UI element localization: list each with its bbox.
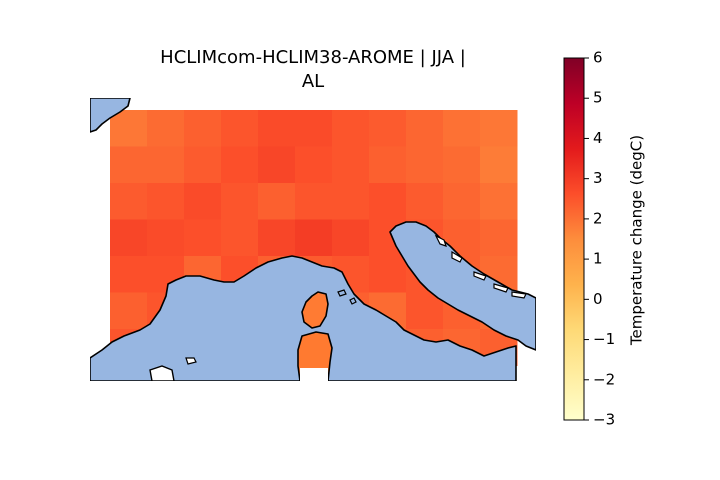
grid-cell xyxy=(369,146,407,184)
grid-cell xyxy=(406,110,444,147)
grid-cell xyxy=(221,110,259,147)
adriatic-sea xyxy=(389,221,536,351)
grid-cell xyxy=(221,146,259,184)
grid-cell xyxy=(332,219,370,257)
colorbar-tick-label: 2 xyxy=(593,209,603,227)
colorbar-tick-label: 4 xyxy=(593,129,603,147)
grid-cell xyxy=(110,256,148,293)
grid-cell xyxy=(332,110,370,147)
grid-cell xyxy=(258,219,296,257)
grid-cell xyxy=(369,183,407,220)
grid-cell xyxy=(110,219,148,257)
map-title-line-2: AL xyxy=(301,71,325,92)
grid-cell xyxy=(480,146,518,184)
grid-cell xyxy=(258,183,296,220)
colorbar-tick-label: 1 xyxy=(593,250,603,268)
colorbar-tick-label: −3 xyxy=(593,411,615,429)
grid-cell xyxy=(184,183,222,220)
grid-cell xyxy=(221,183,259,220)
grid-cell xyxy=(369,256,407,293)
colorbar-tick-label: 3 xyxy=(593,169,603,187)
grid-cell xyxy=(332,183,370,220)
grid-cell xyxy=(443,110,481,147)
map-no-data-gap xyxy=(300,368,328,381)
grid-cell xyxy=(406,292,444,330)
colorbar-ticks: −3 −2 −1 0 1 2 3 4 5 6 xyxy=(584,49,615,429)
grid-cell xyxy=(443,146,481,184)
grid-cell xyxy=(295,183,333,220)
grid-cell xyxy=(295,219,333,257)
grid-cell xyxy=(295,110,333,147)
colorbar: −3 −2 −1 0 1 2 3 4 5 6 Temperature change (degC) xyxy=(563,49,646,429)
grid-cell xyxy=(110,110,148,147)
mallorca-island xyxy=(149,365,175,381)
colorbar-tick-label: −2 xyxy=(593,370,615,388)
grid-cell xyxy=(147,146,185,184)
grid-cell xyxy=(480,110,518,147)
dalmatian-islands xyxy=(434,234,527,299)
grid-cell xyxy=(110,146,148,184)
colorbar-tick-label: 0 xyxy=(593,290,603,308)
grid-cell xyxy=(110,292,148,330)
corsica-island xyxy=(301,291,329,329)
colorbar-label: Temperature change (degC) xyxy=(628,135,646,346)
grid-cell xyxy=(184,110,222,147)
colorbar-gradient xyxy=(563,57,585,421)
grid-cell xyxy=(147,183,185,220)
grid-cell xyxy=(110,183,148,220)
grid-cell xyxy=(295,146,333,184)
sea-overlay xyxy=(90,98,536,381)
map-title-line-1: HCLIMcom-HCLIM38-AROME | JJA | xyxy=(160,47,466,68)
grid-cell xyxy=(480,219,518,257)
bay-of-biscay-corner xyxy=(90,98,131,133)
grid-cell xyxy=(258,110,296,147)
tuscan-islands xyxy=(337,289,357,305)
grid-cell xyxy=(332,146,370,184)
grid-cell xyxy=(147,219,185,257)
map-panel xyxy=(90,98,536,381)
grid-cell xyxy=(184,146,222,184)
grid-cell xyxy=(147,110,185,147)
colorbar-tick-label: 6 xyxy=(593,49,603,67)
grid-cell xyxy=(258,146,296,184)
grid-cell xyxy=(406,146,444,184)
grid-cell xyxy=(221,219,259,257)
grid-cell xyxy=(369,110,407,147)
grid-cell xyxy=(184,219,222,257)
grid-cell xyxy=(443,183,481,220)
grid-cell xyxy=(406,183,444,220)
colorbar-tick-label: −1 xyxy=(593,330,615,348)
grid-cell xyxy=(480,183,518,220)
menorca-island xyxy=(185,357,197,365)
colorbar-tick-label: 5 xyxy=(593,89,603,107)
